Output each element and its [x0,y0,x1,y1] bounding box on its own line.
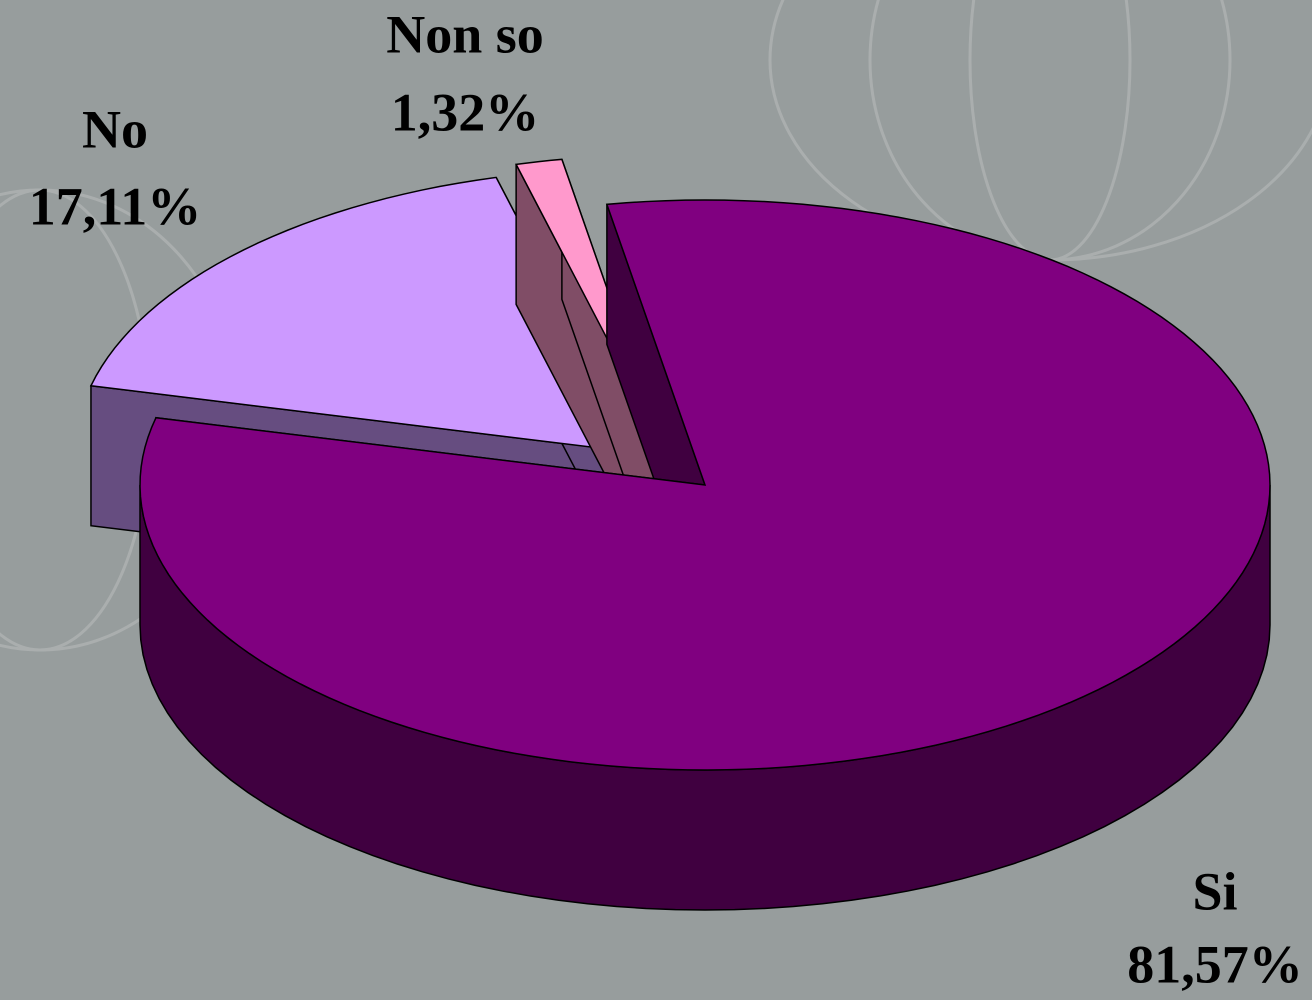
slice-value-label: 17,11% [29,176,202,236]
slice-value-label: 1,32% [391,82,540,142]
slice [139,199,1271,771]
slice-label: Si [1192,861,1237,921]
slice-label: No [82,99,148,159]
slice-label: Non so [386,4,544,64]
slice [89,176,642,454]
slice-value-label: 81,57% [1127,934,1303,994]
